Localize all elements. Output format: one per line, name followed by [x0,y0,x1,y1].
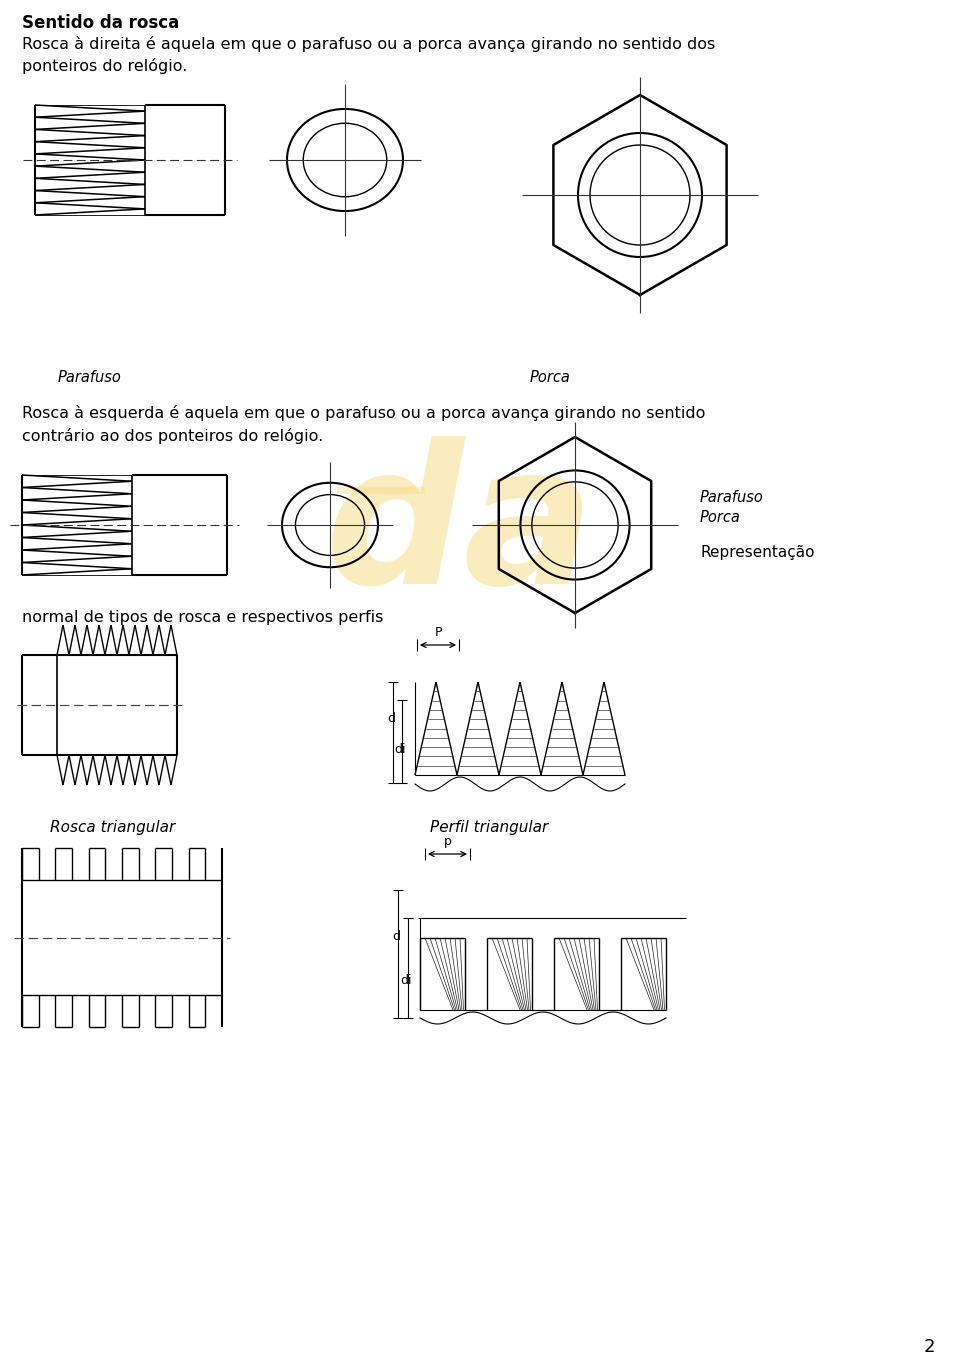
Text: da: da [324,435,595,625]
Text: di: di [395,744,406,756]
Text: d: d [387,713,395,725]
Text: normal de tipos de rosca e respectivos perfis: normal de tipos de rosca e respectivos p… [22,610,383,625]
Text: di: di [400,973,412,987]
Text: Representação: Representação [700,545,814,560]
Text: Parafuso: Parafuso [58,370,122,385]
Text: Sentido da rosca: Sentido da rosca [22,14,180,32]
Text: d: d [392,930,400,942]
Text: Porca: Porca [700,510,741,525]
Text: Perfil triangular: Perfil triangular [430,821,548,836]
Text: Porca: Porca [530,370,571,385]
Text: Parafuso: Parafuso [700,489,764,506]
Text: contrário ao dos ponteiros do relógio.: contrário ao dos ponteiros do relógio. [22,429,324,443]
Text: —: — [331,443,428,537]
Text: Rosca triangular: Rosca triangular [50,821,176,836]
Text: P: P [434,626,442,639]
Text: Rosca à esquerda é aquela em que o parafuso ou a porca avança girando no sentido: Rosca à esquerda é aquela em que o paraf… [22,406,706,420]
Text: Rosca à direita é aquela em que o parafuso ou a porca avança girando no sentido : Rosca à direita é aquela em que o parafu… [22,37,715,51]
Text: p: p [444,836,451,848]
Text: ponteiros do relógio.: ponteiros do relógio. [22,58,187,74]
Text: 2: 2 [924,1338,935,1352]
